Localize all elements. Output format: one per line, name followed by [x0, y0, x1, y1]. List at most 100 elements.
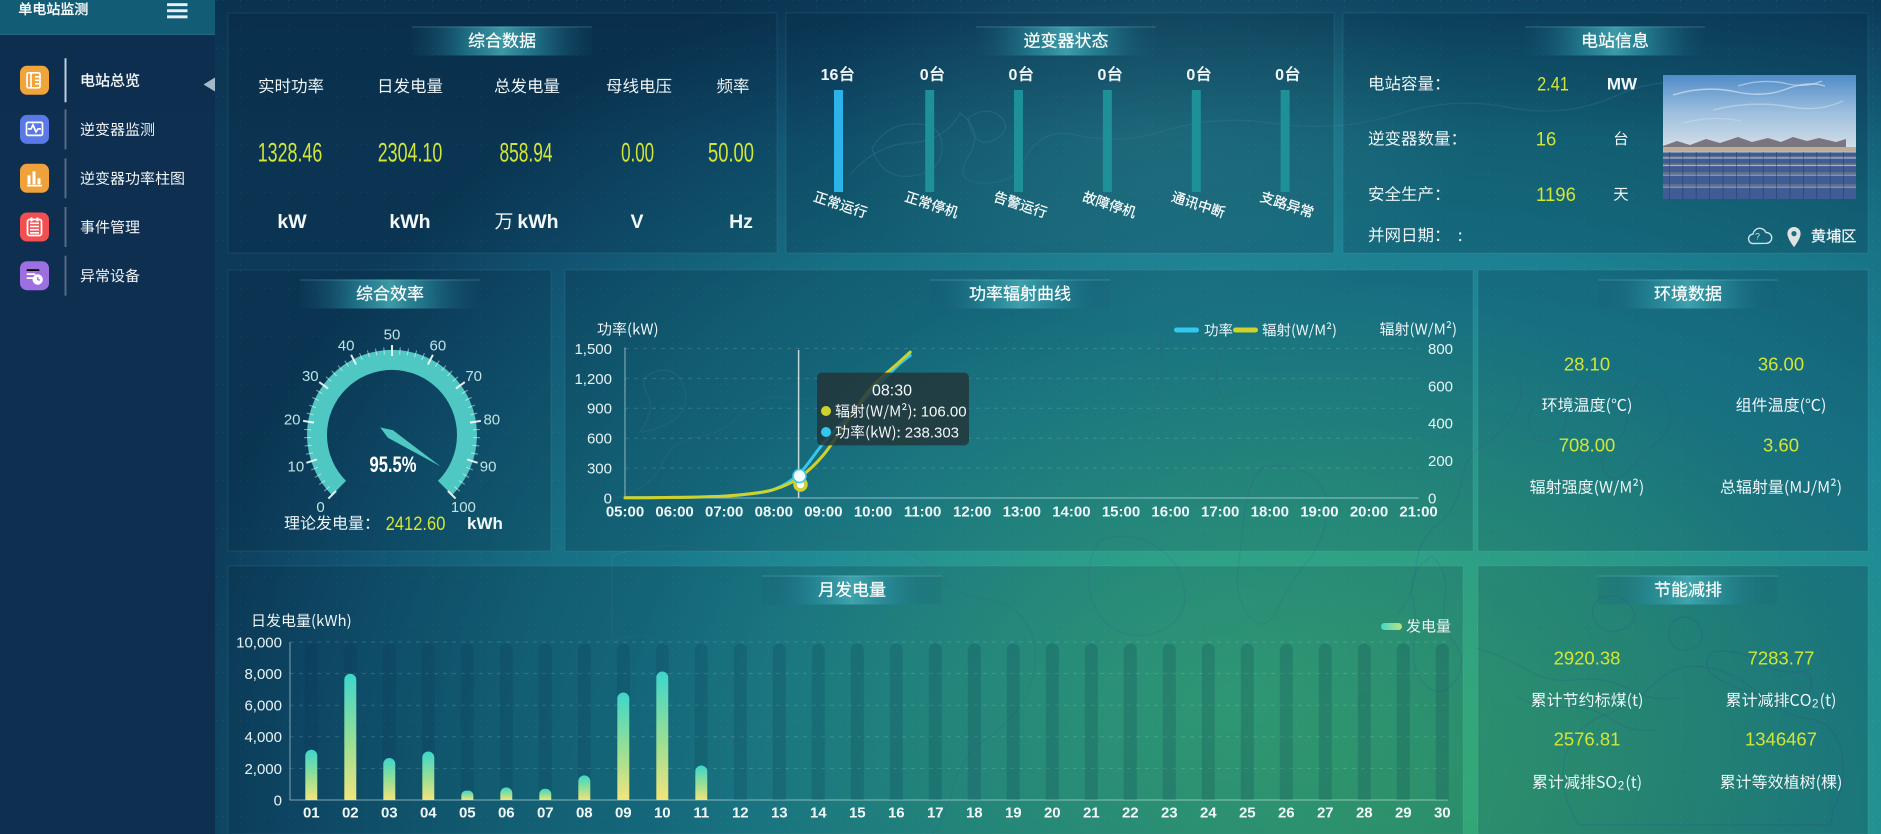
svg-text:10: 10 [654, 804, 671, 821]
svg-text:23: 23 [1161, 804, 1178, 821]
svg-text:7283.77: 7283.77 [1748, 648, 1815, 669]
svg-text:95.5%: 95.5% [370, 452, 417, 477]
svg-text:kWh: kWh [467, 514, 503, 533]
svg-text:05: 05 [459, 804, 476, 821]
svg-text:30: 30 [302, 368, 319, 385]
svg-text:28: 28 [1356, 804, 1373, 821]
svg-text:8,000: 8,000 [244, 666, 282, 683]
svg-text:kWh: kWh [389, 211, 430, 233]
svg-text:1,200: 1,200 [574, 371, 612, 388]
svg-text:19: 19 [1005, 804, 1022, 821]
svg-text:V: V [630, 211, 643, 233]
svg-text:1346467: 1346467 [1745, 729, 1817, 750]
svg-text:kW: kW [277, 211, 307, 233]
svg-text:MW: MW [1607, 75, 1638, 94]
svg-text:08:00: 08:00 [755, 503, 793, 520]
svg-text:22: 22 [1122, 804, 1139, 821]
svg-text:02: 02 [342, 804, 359, 821]
svg-text:29: 29 [1395, 804, 1412, 821]
svg-text:26: 26 [1278, 804, 1295, 821]
svg-text:07: 07 [537, 804, 554, 821]
svg-text:2920.38: 2920.38 [1554, 648, 1621, 669]
svg-text:20: 20 [284, 412, 301, 429]
svg-text:50: 50 [384, 326, 401, 343]
svg-text:90: 90 [480, 459, 497, 476]
svg-text:06: 06 [498, 804, 515, 821]
svg-text:18: 18 [966, 804, 983, 821]
svg-text:10:00: 10:00 [854, 503, 892, 520]
svg-text:18:00: 18:00 [1251, 503, 1289, 520]
svg-text:6,000: 6,000 [244, 698, 282, 715]
svg-text:400: 400 [1428, 416, 1453, 433]
svg-text:0: 0 [1186, 67, 1195, 84]
svg-text:13:00: 13:00 [1003, 503, 1041, 520]
svg-text:0: 0 [1009, 67, 1018, 84]
svg-text:100: 100 [451, 499, 476, 516]
svg-text:36.00: 36.00 [1758, 354, 1804, 375]
svg-text:17:00: 17:00 [1201, 503, 1239, 520]
svg-text:24: 24 [1200, 804, 1217, 821]
svg-text:21:00: 21:00 [1399, 503, 1437, 520]
svg-text:40: 40 [338, 337, 355, 354]
svg-text:16:00: 16:00 [1151, 503, 1189, 520]
svg-text:1196: 1196 [1536, 185, 1576, 206]
svg-text:16: 16 [1536, 129, 1557, 150]
svg-text:27: 27 [1317, 804, 1334, 821]
svg-text:80: 80 [483, 412, 500, 429]
svg-text:0: 0 [604, 490, 612, 507]
svg-text:01: 01 [303, 804, 320, 821]
svg-text:21: 21 [1083, 804, 1100, 821]
svg-text:708.00: 708.00 [1559, 435, 1616, 456]
svg-text:09:00: 09:00 [804, 503, 842, 520]
svg-text:08: 08 [576, 804, 593, 821]
svg-text:2412.60: 2412.60 [386, 514, 446, 535]
svg-text:04: 04 [420, 804, 437, 821]
svg-text:19:00: 19:00 [1300, 503, 1338, 520]
svg-text:?: ? [1755, 232, 1760, 242]
svg-text:09: 09 [615, 804, 632, 821]
svg-text:11: 11 [693, 804, 709, 821]
svg-text:3.60: 3.60 [1763, 435, 1799, 456]
svg-text:11:00: 11:00 [904, 503, 942, 520]
svg-text:1,500: 1,500 [574, 341, 612, 358]
svg-text:60: 60 [430, 337, 447, 354]
svg-text:2: 2 [1618, 781, 1624, 793]
svg-text:4,000: 4,000 [244, 729, 282, 746]
svg-text:200: 200 [1428, 453, 1453, 470]
svg-text:14: 14 [810, 804, 827, 821]
svg-text:300: 300 [587, 461, 612, 478]
svg-text:12:00: 12:00 [953, 503, 991, 520]
svg-text:0: 0 [316, 499, 324, 516]
svg-text:03: 03 [381, 804, 398, 821]
svg-text:0: 0 [1275, 67, 1284, 84]
svg-text:0: 0 [274, 792, 282, 809]
svg-text:2576.81: 2576.81 [1554, 729, 1621, 750]
svg-text:0.00: 0.00 [621, 138, 654, 168]
svg-text:600: 600 [587, 431, 612, 448]
svg-text:858.94: 858.94 [499, 138, 552, 168]
svg-text:0: 0 [1428, 490, 1436, 507]
svg-text:2304.10: 2304.10 [378, 138, 443, 168]
svg-text:17: 17 [927, 804, 944, 821]
svg-text:16: 16 [888, 804, 905, 821]
svg-text:13: 13 [771, 804, 788, 821]
svg-text:28.10: 28.10 [1564, 354, 1610, 375]
svg-text:06:00: 06:00 [655, 503, 693, 520]
svg-text:kWh: kWh [517, 211, 558, 233]
svg-text:25: 25 [1239, 804, 1256, 821]
svg-text:0: 0 [920, 67, 929, 84]
svg-text:14:00: 14:00 [1052, 503, 1090, 520]
svg-text:15: 15 [849, 804, 866, 821]
svg-text:600: 600 [1428, 378, 1453, 395]
svg-text:1328.46: 1328.46 [258, 138, 323, 168]
svg-text:20:00: 20:00 [1350, 503, 1388, 520]
svg-text:2: 2 [1812, 699, 1818, 711]
svg-text:20: 20 [1044, 804, 1061, 821]
svg-text:50.00: 50.00 [708, 138, 754, 168]
svg-text:70: 70 [465, 368, 482, 385]
svg-text:106.00: 106.00 [921, 403, 967, 420]
svg-text:08:30: 08:30 [872, 382, 912, 399]
svg-text:30: 30 [1434, 804, 1451, 821]
svg-text:15:00: 15:00 [1102, 503, 1140, 520]
svg-text:10: 10 [288, 459, 305, 476]
